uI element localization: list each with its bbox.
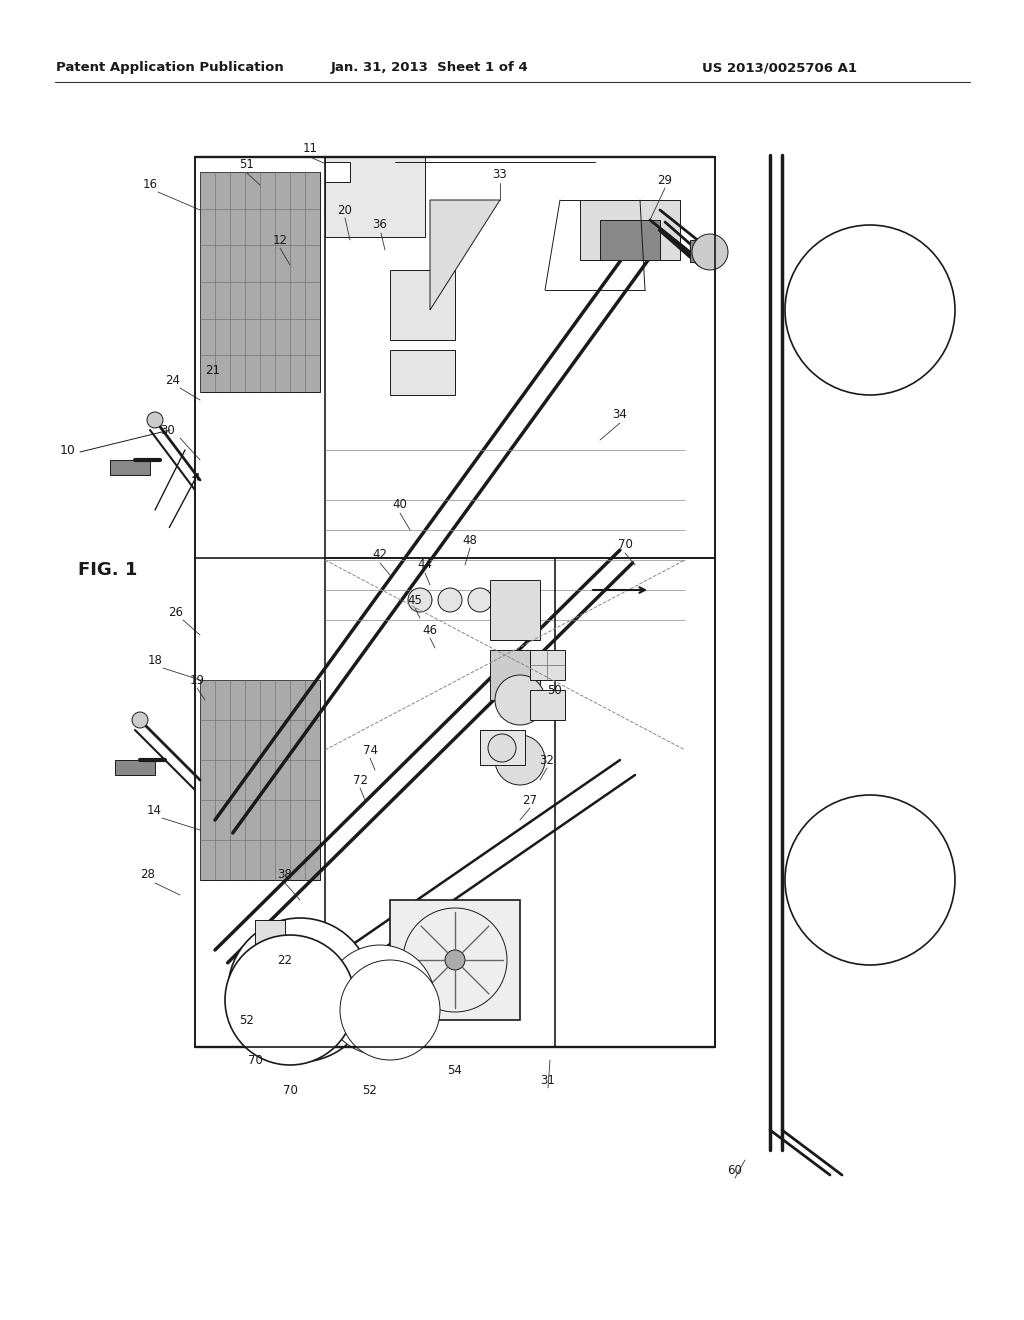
- Text: 70: 70: [283, 1084, 297, 1097]
- Circle shape: [132, 711, 148, 729]
- Text: 32: 32: [540, 754, 554, 767]
- Circle shape: [785, 224, 955, 395]
- Text: US 2013/0025706 A1: US 2013/0025706 A1: [702, 62, 857, 74]
- Bar: [200, 172, 319, 392]
- Text: 51: 51: [240, 158, 254, 172]
- Text: 54: 54: [447, 1064, 463, 1077]
- Text: 46: 46: [423, 623, 437, 636]
- Circle shape: [692, 234, 728, 271]
- Text: 34: 34: [612, 408, 628, 421]
- Bar: [390, 350, 455, 395]
- Text: 24: 24: [165, 374, 180, 387]
- Bar: [325, 157, 425, 238]
- Circle shape: [445, 950, 465, 970]
- Text: 11: 11: [302, 141, 317, 154]
- Text: 70: 70: [617, 539, 633, 552]
- Circle shape: [225, 935, 355, 1065]
- Text: 45: 45: [408, 594, 423, 606]
- Text: 16: 16: [143, 178, 158, 191]
- Circle shape: [495, 735, 545, 785]
- Bar: [195, 157, 715, 1047]
- Bar: [480, 730, 525, 766]
- Text: 18: 18: [148, 653, 163, 667]
- Bar: [490, 579, 540, 640]
- Text: 40: 40: [392, 499, 408, 511]
- Bar: [390, 271, 455, 341]
- Text: 74: 74: [362, 743, 378, 756]
- Text: 70: 70: [248, 1053, 262, 1067]
- Circle shape: [438, 587, 462, 612]
- Bar: [490, 649, 540, 700]
- Text: 44: 44: [418, 558, 432, 572]
- Polygon shape: [430, 201, 500, 310]
- Bar: [390, 900, 520, 1020]
- Circle shape: [785, 795, 955, 965]
- Bar: [690, 240, 720, 261]
- Text: 22: 22: [278, 953, 293, 966]
- Circle shape: [325, 945, 435, 1055]
- Text: 31: 31: [541, 1073, 555, 1086]
- Text: 33: 33: [493, 169, 507, 181]
- Text: 42: 42: [373, 549, 387, 561]
- Circle shape: [147, 412, 163, 428]
- Text: 12: 12: [272, 234, 288, 247]
- Circle shape: [495, 675, 545, 725]
- Text: 20: 20: [338, 203, 352, 216]
- Bar: [110, 459, 150, 475]
- Bar: [600, 220, 660, 260]
- Text: 26: 26: [168, 606, 183, 619]
- Text: 19: 19: [189, 673, 205, 686]
- Circle shape: [340, 960, 440, 1060]
- Bar: [255, 920, 285, 975]
- Text: 30: 30: [160, 424, 175, 437]
- Text: 29: 29: [657, 173, 673, 186]
- Text: 60: 60: [728, 1163, 742, 1176]
- Bar: [580, 201, 680, 260]
- Text: FIG. 1: FIG. 1: [78, 561, 137, 579]
- Bar: [200, 680, 319, 880]
- Text: 38: 38: [278, 869, 293, 882]
- Circle shape: [488, 734, 516, 762]
- Text: 52: 52: [362, 1084, 378, 1097]
- Text: 72: 72: [352, 774, 368, 787]
- Text: 10: 10: [60, 444, 76, 457]
- Circle shape: [468, 587, 492, 612]
- Text: Jan. 31, 2013  Sheet 1 of 4: Jan. 31, 2013 Sheet 1 of 4: [331, 62, 528, 74]
- Bar: [530, 690, 565, 719]
- Text: Patent Application Publication: Patent Application Publication: [56, 62, 284, 74]
- Text: 50: 50: [548, 684, 562, 697]
- Bar: [325, 162, 350, 182]
- Text: 36: 36: [373, 219, 387, 231]
- Circle shape: [408, 587, 432, 612]
- Text: 52: 52: [240, 1014, 254, 1027]
- Text: 14: 14: [147, 804, 162, 817]
- Circle shape: [228, 917, 372, 1063]
- Bar: [530, 649, 565, 680]
- Text: 21: 21: [206, 363, 220, 376]
- Text: 28: 28: [140, 869, 155, 882]
- Text: 48: 48: [463, 533, 477, 546]
- Text: 27: 27: [522, 793, 538, 807]
- Bar: [115, 760, 155, 775]
